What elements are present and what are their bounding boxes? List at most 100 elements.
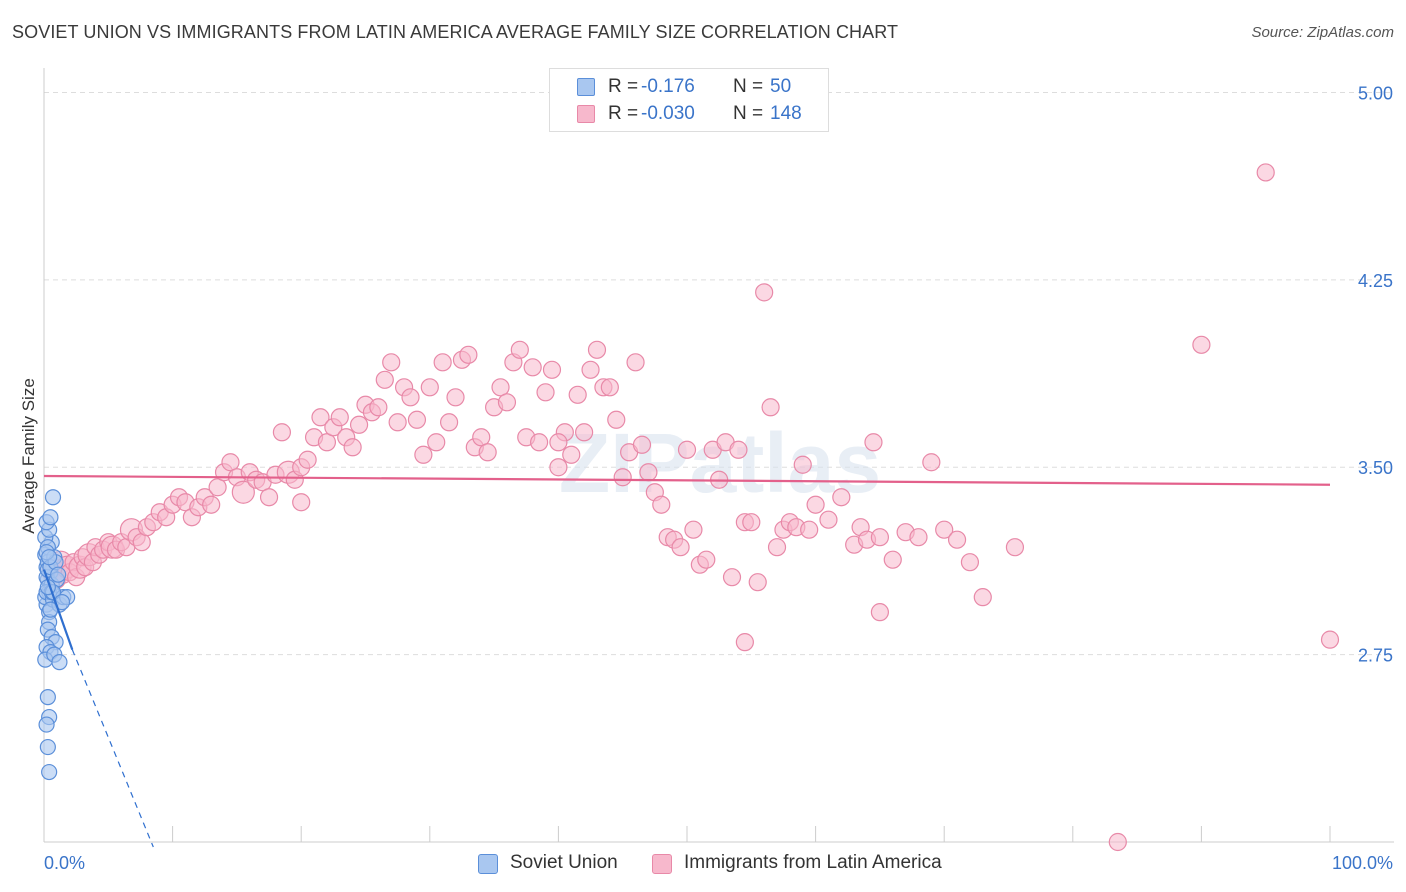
data-point-latin-america <box>800 520 819 539</box>
data-point-latin-america <box>439 413 459 432</box>
data-point-soviet-union <box>41 763 58 781</box>
data-point-latin-america <box>581 360 600 379</box>
data-point-soviet-union <box>39 738 56 756</box>
data-point-latin-america <box>375 370 394 389</box>
data-point-latin-america <box>446 388 465 407</box>
legend-row-soviet-union: R = -0.176 N = 50 <box>550 74 828 100</box>
data-point-latin-america <box>909 528 928 547</box>
data-point-latin-america <box>806 495 825 514</box>
bottom-legend-label: Immigrants from Latin America <box>684 852 942 873</box>
series-soviet-union-points <box>37 489 76 781</box>
data-point-latin-america <box>414 445 433 464</box>
data-point-latin-america <box>369 398 388 417</box>
data-point-latin-america <box>883 550 902 569</box>
data-point-soviet-union <box>44 489 62 506</box>
grid-lines <box>44 91 1394 656</box>
data-point-latin-america <box>973 588 992 607</box>
data-point-latin-america <box>1320 630 1340 649</box>
data-point-latin-america <box>202 495 221 514</box>
data-point-latin-america <box>343 438 362 457</box>
data-point-latin-america <box>530 433 549 452</box>
data-point-latin-america <box>697 550 716 569</box>
bottom-legend-label: Soviet Union <box>510 852 618 873</box>
y-tick-label: 2.75 <box>1358 646 1393 666</box>
data-point-latin-america <box>568 385 587 404</box>
y-tick-label: 4.25 <box>1358 271 1393 291</box>
correlation-legend: R = -0.176 N = 50 R = -0.030 N = 148 <box>549 68 829 132</box>
legend-n-value: 148 <box>770 103 802 124</box>
data-point-latin-america <box>311 408 330 427</box>
legend-swatch-blue <box>577 78 595 96</box>
data-point-latin-america <box>523 358 542 377</box>
data-point-latin-america <box>407 410 427 429</box>
data-point-latin-america <box>427 433 446 452</box>
data-point-latin-america <box>298 450 317 469</box>
data-point-latin-america <box>793 455 812 474</box>
data-point-latin-america <box>497 393 517 412</box>
x-tick-label: 100.0% <box>1332 853 1393 873</box>
data-point-latin-america <box>208 478 227 497</box>
chart-source: Source: ZipAtlas.com <box>1251 24 1394 41</box>
trend-lines <box>42 474 1331 848</box>
data-point-latin-america <box>388 413 407 432</box>
data-point-latin-america <box>536 383 555 402</box>
data-point-latin-america <box>819 510 838 529</box>
data-point-latin-america <box>575 423 594 442</box>
data-point-latin-america <box>748 573 767 592</box>
data-point-latin-america <box>864 433 883 452</box>
data-point-latin-america <box>755 283 774 302</box>
legend-r-value: -0.030 <box>641 103 695 124</box>
data-point-latin-america <box>607 410 626 429</box>
data-point-latin-america <box>330 408 349 427</box>
y-axis-label: Average Family Size <box>19 378 38 534</box>
data-point-latin-america <box>735 633 754 652</box>
data-point-latin-america <box>832 488 851 507</box>
data-point-soviet-union <box>41 549 58 566</box>
data-point-soviet-union <box>51 654 68 671</box>
data-point-latin-america <box>587 340 607 359</box>
data-point-latin-america <box>767 538 787 557</box>
x-tick-label: 0.0% <box>44 853 85 873</box>
data-point-latin-america <box>510 340 529 359</box>
y-tick-label: 3.50 <box>1358 458 1393 478</box>
watermark: ZIPatlas <box>559 416 881 510</box>
data-point-latin-america <box>1108 832 1127 852</box>
data-point-latin-america <box>478 443 497 462</box>
data-point-latin-america <box>349 415 369 434</box>
data-point-latin-america <box>729 440 748 459</box>
data-point-latin-america <box>722 568 742 587</box>
data-point-latin-america <box>684 520 703 539</box>
data-point-latin-america <box>677 440 697 459</box>
legend-r-label: R = <box>608 103 639 124</box>
legend-n-label: N = <box>733 103 764 124</box>
bottom-legend-swatch-blue <box>478 854 498 874</box>
data-point-soviet-union <box>39 688 56 706</box>
data-point-latin-america <box>1256 163 1275 182</box>
data-point-latin-america <box>870 603 890 622</box>
data-point-latin-america <box>870 528 890 547</box>
data-point-latin-america <box>420 378 439 397</box>
data-point-latin-america <box>459 345 478 364</box>
data-point-soviet-union <box>38 716 55 733</box>
data-point-latin-america <box>935 520 954 539</box>
data-point-latin-america <box>259 488 279 507</box>
y-tick-label: 5.00 <box>1358 83 1393 103</box>
data-point-latin-america <box>1192 335 1211 354</box>
legend-row-latin-america: R = -0.030 N = 148 <box>550 101 828 127</box>
bottom-legend-swatch-pink <box>652 854 672 874</box>
data-point-latin-america <box>292 493 311 512</box>
data-point-latin-america <box>549 433 568 452</box>
data-point-latin-america <box>742 513 761 532</box>
data-point-latin-america <box>600 378 619 397</box>
data-point-latin-america <box>671 538 690 557</box>
data-point-latin-america <box>272 423 292 442</box>
data-point-latin-america <box>221 453 240 472</box>
data-point-latin-america <box>542 360 562 379</box>
data-point-latin-america <box>491 378 510 397</box>
data-point-latin-america <box>317 433 337 452</box>
legend-n-value: 50 <box>770 76 792 97</box>
data-point-latin-america <box>472 428 491 447</box>
data-point-latin-america <box>1005 538 1025 557</box>
data-point-latin-america <box>947 530 967 549</box>
